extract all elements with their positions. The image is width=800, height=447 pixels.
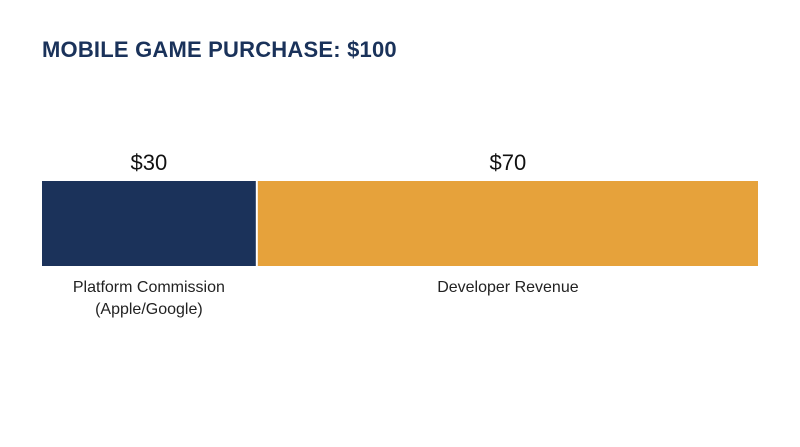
value-labels: $30 $70 — [131, 150, 527, 175]
category-label-2-line-1: Developer Revenue — [437, 279, 579, 296]
bar-segment-2 — [257, 181, 758, 266]
category-labels: Platform Commission (Apple/Google) Develop… — [73, 279, 579, 318]
value-label-1: $30 — [131, 150, 168, 175]
category-label-1-line-2: (Apple/Google) — [95, 301, 203, 318]
value-label-2: $70 — [490, 150, 527, 175]
bar-segments — [42, 181, 758, 266]
chart-title: MOBILE GAME PURCHASE: $100 — [42, 37, 397, 62]
category-label-1-line-1: Platform Commission — [73, 279, 225, 296]
bar-segment-1 — [42, 181, 256, 266]
